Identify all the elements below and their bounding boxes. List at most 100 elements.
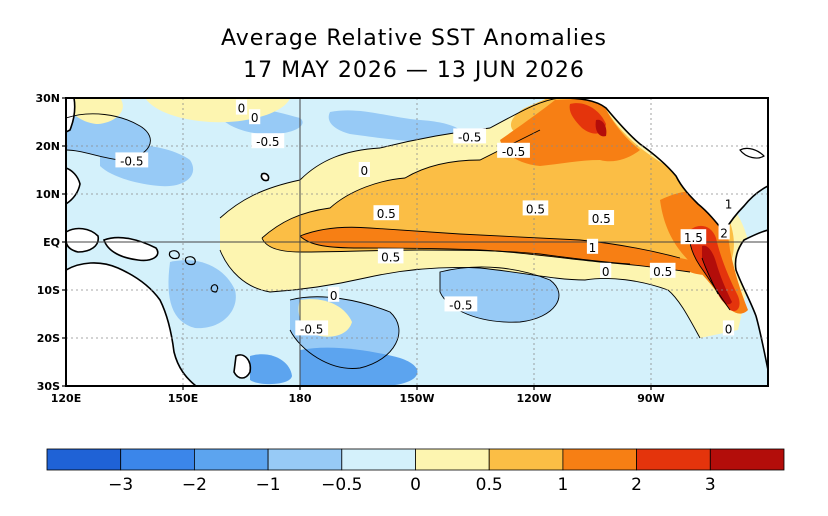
colorbar-swatch (709, 448, 785, 471)
contour-label: -0.5 (300, 322, 323, 336)
lon-tick-label: 120E (51, 392, 81, 405)
contour-label-bg (718, 224, 730, 240)
island-coastlines (168, 147, 765, 293)
colorbar-tick-label: 0 (410, 475, 421, 495)
lat-tick-label: 10S (37, 284, 60, 297)
colorbar-labels: −3 −2 −1 −0.5 0 0.5 1 2 3 (108, 475, 716, 495)
indonesia-land (66, 227, 100, 253)
warm-patch-ne (500, 98, 640, 166)
contour-label-bg (680, 229, 707, 245)
australia-land (66, 262, 198, 386)
new-zealand-land (233, 354, 252, 379)
colorbar-tick-label: 2 (631, 475, 642, 495)
lon-tick-label: 180 (289, 392, 312, 405)
lon-tick-label: 150W (399, 392, 434, 405)
map-subtitle: 17 MAY 2026 — 13 JUN 2026 (243, 58, 585, 83)
contour-label-bg (600, 262, 612, 278)
contour-label-bg (249, 109, 261, 125)
lon-axis: 120E 150E 180 150W 120W 90W (51, 392, 665, 405)
contour-05-north (261, 129, 541, 239)
contour-label: 0.5 (381, 250, 400, 264)
contour-05-south (261, 237, 631, 265)
contour-label: -0.5 (458, 130, 481, 144)
contour-label-bg (588, 210, 615, 225)
contour-label: 0 (725, 322, 733, 336)
warm-patch-nw (66, 98, 123, 124)
colorbar (46, 448, 785, 471)
colorbar-swatch (562, 448, 638, 471)
contour-3-coast (701, 257, 719, 295)
cool-patch-sw (168, 260, 236, 329)
contour-label-bg (235, 99, 248, 115)
anomaly-field: 00-0.5-0.50-0.5-0.50.5 0.50.511.5 210.50 0.… (66, 98, 768, 386)
contour-label: -0.5 (449, 298, 472, 312)
contour-labels: 00-0.5-0.50-0.5-0.50.5 0.50.511.5 210.50 0.… (115, 99, 735, 336)
contour-label-bg (722, 320, 735, 336)
contour-1-north (299, 226, 681, 259)
hottest-patch-baja (595, 119, 607, 137)
cold-patch-s2 (250, 354, 292, 385)
contour-label-bg (649, 262, 676, 278)
lon-tick-label: 150E (168, 392, 198, 405)
contour-label: -0.5 (502, 145, 525, 159)
contour-label-bg (522, 200, 549, 216)
hottest-patch-peru (702, 245, 732, 305)
contour-label: 1 (589, 241, 597, 255)
cold-patch-s (300, 347, 418, 386)
contour-label-bg (497, 142, 530, 158)
lat-axis: 30N 20N 10N EQ 10S 20S 30S (35, 92, 60, 393)
contour-0-north (219, 98, 561, 219)
colorbar-swatch (46, 448, 122, 471)
contour-label-bg (722, 195, 735, 211)
contour-label: -0.5 (120, 154, 143, 168)
island-coastline (168, 250, 180, 260)
contour-label: 0 (251, 111, 259, 125)
lat-tick-label: 30S (37, 380, 60, 393)
colorbar-tick-label: −0.5 (321, 475, 362, 495)
cool-patch-n2 (328, 110, 463, 143)
contour-label-bg (295, 320, 329, 336)
colorbar-swatch (415, 448, 490, 471)
north-america-land (559, 98, 768, 234)
lat-tick-label: EQ (43, 236, 60, 249)
colorbar-swatch (488, 448, 564, 471)
island-coastline (210, 284, 219, 293)
island-coastline (184, 256, 196, 266)
hawaii-land (260, 172, 270, 182)
contour-label: 2 (720, 226, 728, 240)
contour-label-bg (328, 286, 340, 302)
contour-label-bg (251, 133, 285, 149)
contour-neg05-west (66, 113, 151, 161)
contour-label: 0 (238, 102, 246, 116)
colorbar-tick-label: −2 (182, 475, 207, 495)
colorbar-swatch (267, 448, 343, 471)
contour-neg05-south (439, 266, 560, 323)
contour-label: 1.5 (684, 231, 703, 245)
colorbar-tick-label: −1 (256, 475, 281, 495)
lon-ticks (182, 386, 652, 390)
contour-label: 0.5 (592, 212, 611, 226)
contour-label: 0.5 (377, 207, 396, 221)
colorbar-swatch (636, 448, 711, 471)
lat-tick-label: 20S (37, 332, 60, 345)
lat-tick-label: 20N (35, 140, 60, 153)
new-guinea-land (102, 236, 159, 262)
contour-1-south (299, 235, 691, 273)
colorbar-tick-label: 3 (705, 475, 716, 495)
contour-label-bg (444, 296, 478, 312)
lat-tick-label: 30N (35, 92, 60, 105)
contour-label: 0.5 (526, 202, 545, 216)
colorbar-tick-label: −3 (108, 475, 133, 495)
lat-tick-label: 10N (35, 188, 60, 201)
map-title: Average Relative SST Anomalies (221, 26, 607, 51)
land-masses (66, 98, 768, 386)
reference-lines (66, 98, 768, 386)
contour-label: 1 (725, 198, 733, 212)
contour-label: 0 (330, 289, 338, 303)
contour-label-bg (586, 238, 599, 254)
contour-label: 0.5 (653, 265, 672, 279)
colorbar-swatch (120, 448, 195, 471)
colorbar-swatch (193, 448, 269, 471)
